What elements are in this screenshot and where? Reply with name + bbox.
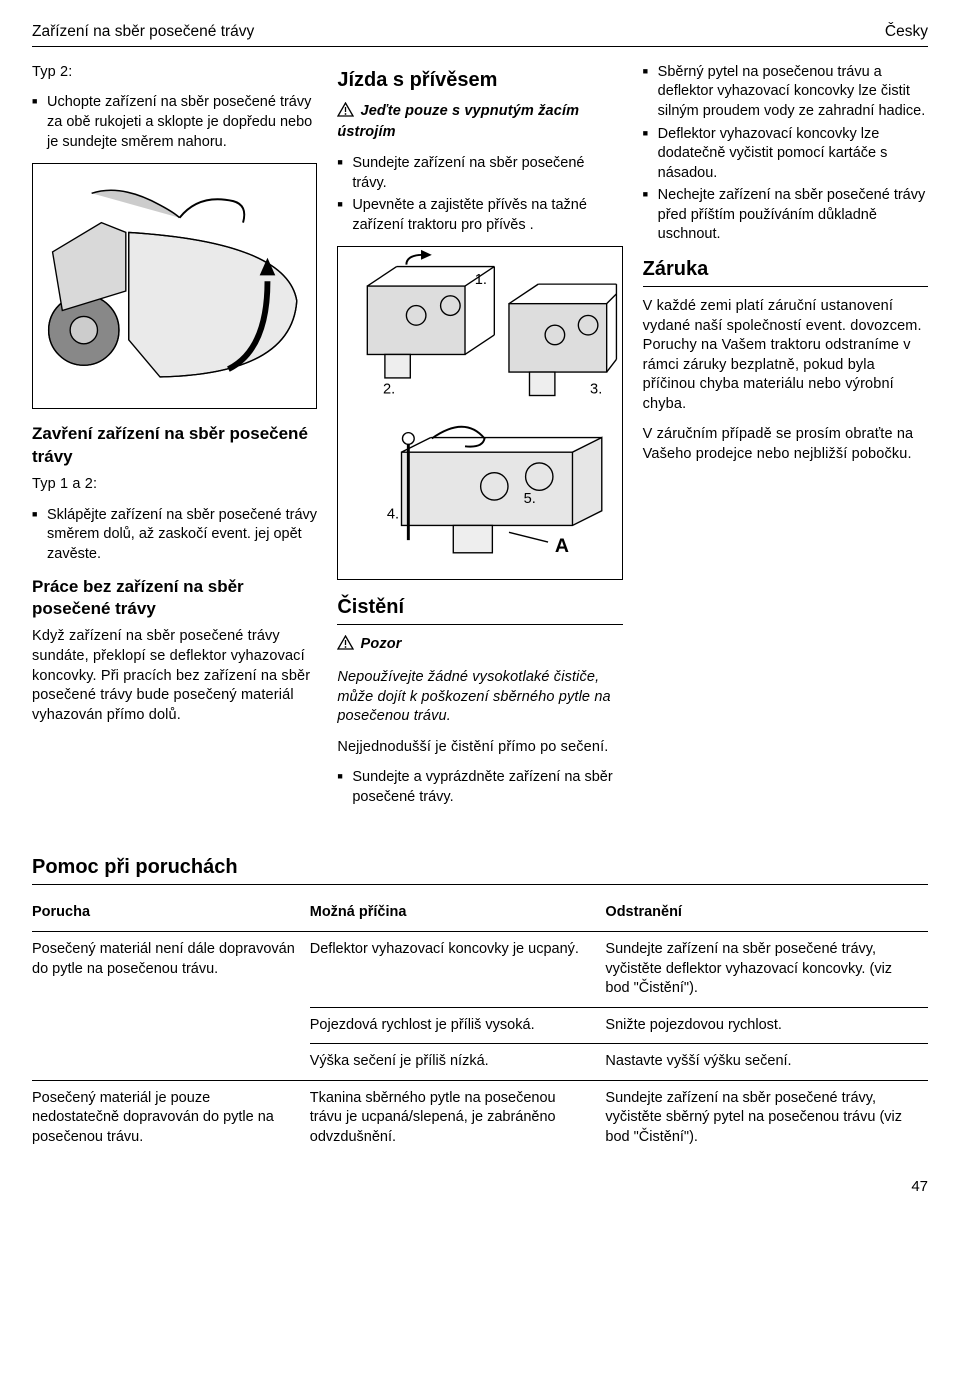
table-cell: Tkanina sběrného pytle na posečenou tráv… [310,1080,606,1155]
clean-title: Čistění [337,594,622,625]
table-row: Posečený materiál je pouze nedostatečně … [32,1080,928,1155]
drive-title: Jízda s přívěsem [337,67,622,94]
list-item: Sundejte a vyprázdněte zařízení na sběr … [337,768,622,807]
table-header: Odstranění [605,903,928,931]
content-columns: Typ 2: Uchopte zařízení na sběr posečené… [32,63,928,818]
troubleshoot-title: Pomoc při poruchách [32,854,928,885]
page-header: Zařízení na sběr posečené trávy Česky [32,22,928,47]
table-cell: Deflektor vyhazovací koncovky je ucpaný. [310,931,606,1007]
clean-warn-title: Pozor [361,636,402,652]
table-cell: Posečený materiál není dále dopravován d… [32,931,310,1080]
table-cell: Sundejte zařízení na sběr posečené trávy… [605,1080,928,1155]
column-2: Jízda s přívěsem Jeďte pouze s vypnutým … [337,63,622,818]
figure-catcher [32,163,317,409]
fig-label-A: A [555,535,569,557]
list-item: Sběrný pytel na posečenou trávu a deflek… [643,63,928,122]
table-header: Porucha [32,903,310,931]
warning-icon [337,635,354,657]
column-3: Sběrný pytel na posečenou trávu a deflek… [643,63,928,818]
warranty-p1: V každé zemi platí záruční ustanovení vy… [643,297,928,414]
fig-label-4: 4. [387,507,399,523]
list-item: Deflektor vyhazovací koncovky lze dodate… [643,125,928,184]
fig-label-3: 3. [590,382,602,398]
column-1: Typ 2: Uchopte zařízení na sběr posečené… [32,63,317,818]
typ2-title: Typ 2: [32,63,317,83]
table-header: Možná příčina [310,903,606,931]
clean-list: Sundejte a vyprázdněte zařízení na sběr … [337,768,622,807]
header-right: Česky [885,22,928,43]
warranty-p2: V záručním případě se prosím obraťte na … [643,425,928,464]
typ2-list: Uchopte zařízení na sběr posečené trávy … [32,93,317,152]
table-cell: Sundejte zařízení na sběr posečené trávy… [605,931,928,1007]
header-left: Zařízení na sběr posečené trávy [32,22,254,43]
col3-list: Sběrný pytel na posečenou trávu a deflek… [643,63,928,245]
work-text: Když zařízení na sběr posečené trávy sun… [32,627,317,725]
catcher-illustration [33,164,316,408]
close-title: Zavření zařízení na sběr posečené trávy [32,423,317,469]
drive-list: Sundejte zařízení na sběr posečené trávy… [337,154,622,235]
troubleshoot-table: Porucha Možná příčina Odstranění Posečen… [32,903,928,1155]
list-item: Sundejte zařízení na sběr posečené trávy… [337,154,622,193]
clean-warning-text: Nepoužívejte žádné vysokotlaké čističe, … [337,668,622,727]
list-item: Nechejte zařízení na sběr posečené trávy… [643,186,928,245]
table-cell: Nastavte vyšší výšku sečení. [605,1044,928,1081]
drive-warning-text: Jeďte pouze s vypnutým žacím ústrojím [337,103,579,141]
table-cell: Snižte pojezdovou rychlost. [605,1007,928,1044]
clean-warning-line: Pozor [337,635,622,657]
table-cell: Pojezdová rychlost je příliš vysoká. [310,1007,606,1044]
list-item: Uchopte zařízení na sběr posečené trávy … [32,93,317,152]
figure-hitch: 4. 5. A 1. 2. 3. [337,246,622,580]
drive-warning: Jeďte pouze s vypnutým žacím ústrojím [337,102,622,143]
warranty-title: Záruka [643,256,928,287]
list-item: Sklápějte zařízení na sběr posečené tráv… [32,506,317,565]
warning-icon [337,102,354,124]
table-cell: Posečený materiál je pouze nedostatečně … [32,1080,310,1155]
list-item: Upevněte a zajistěte přívěs na tažné zař… [337,196,622,235]
table-row: Posečený materiál není dále dopravován d… [32,931,928,1007]
close-subtitle: Typ 1 a 2: [32,475,317,495]
close-list: Sklápějte zařízení na sběr posečené tráv… [32,506,317,565]
work-title: Práce bez zařízení na sběr posečené tráv… [32,576,317,622]
table-cell: Výška sečení je příliš nízká. [310,1044,606,1081]
page-number: 47 [32,1177,928,1197]
fig-label-2: 2. [383,382,395,398]
hitch-illustration: 4. 5. A 1. 2. 3. [338,247,621,579]
clean-text: Nejjednodušší je čistění přímo po sečení… [337,738,622,758]
fig-label-5: 5. [524,491,536,507]
fig-label-1: 1. [475,272,487,288]
